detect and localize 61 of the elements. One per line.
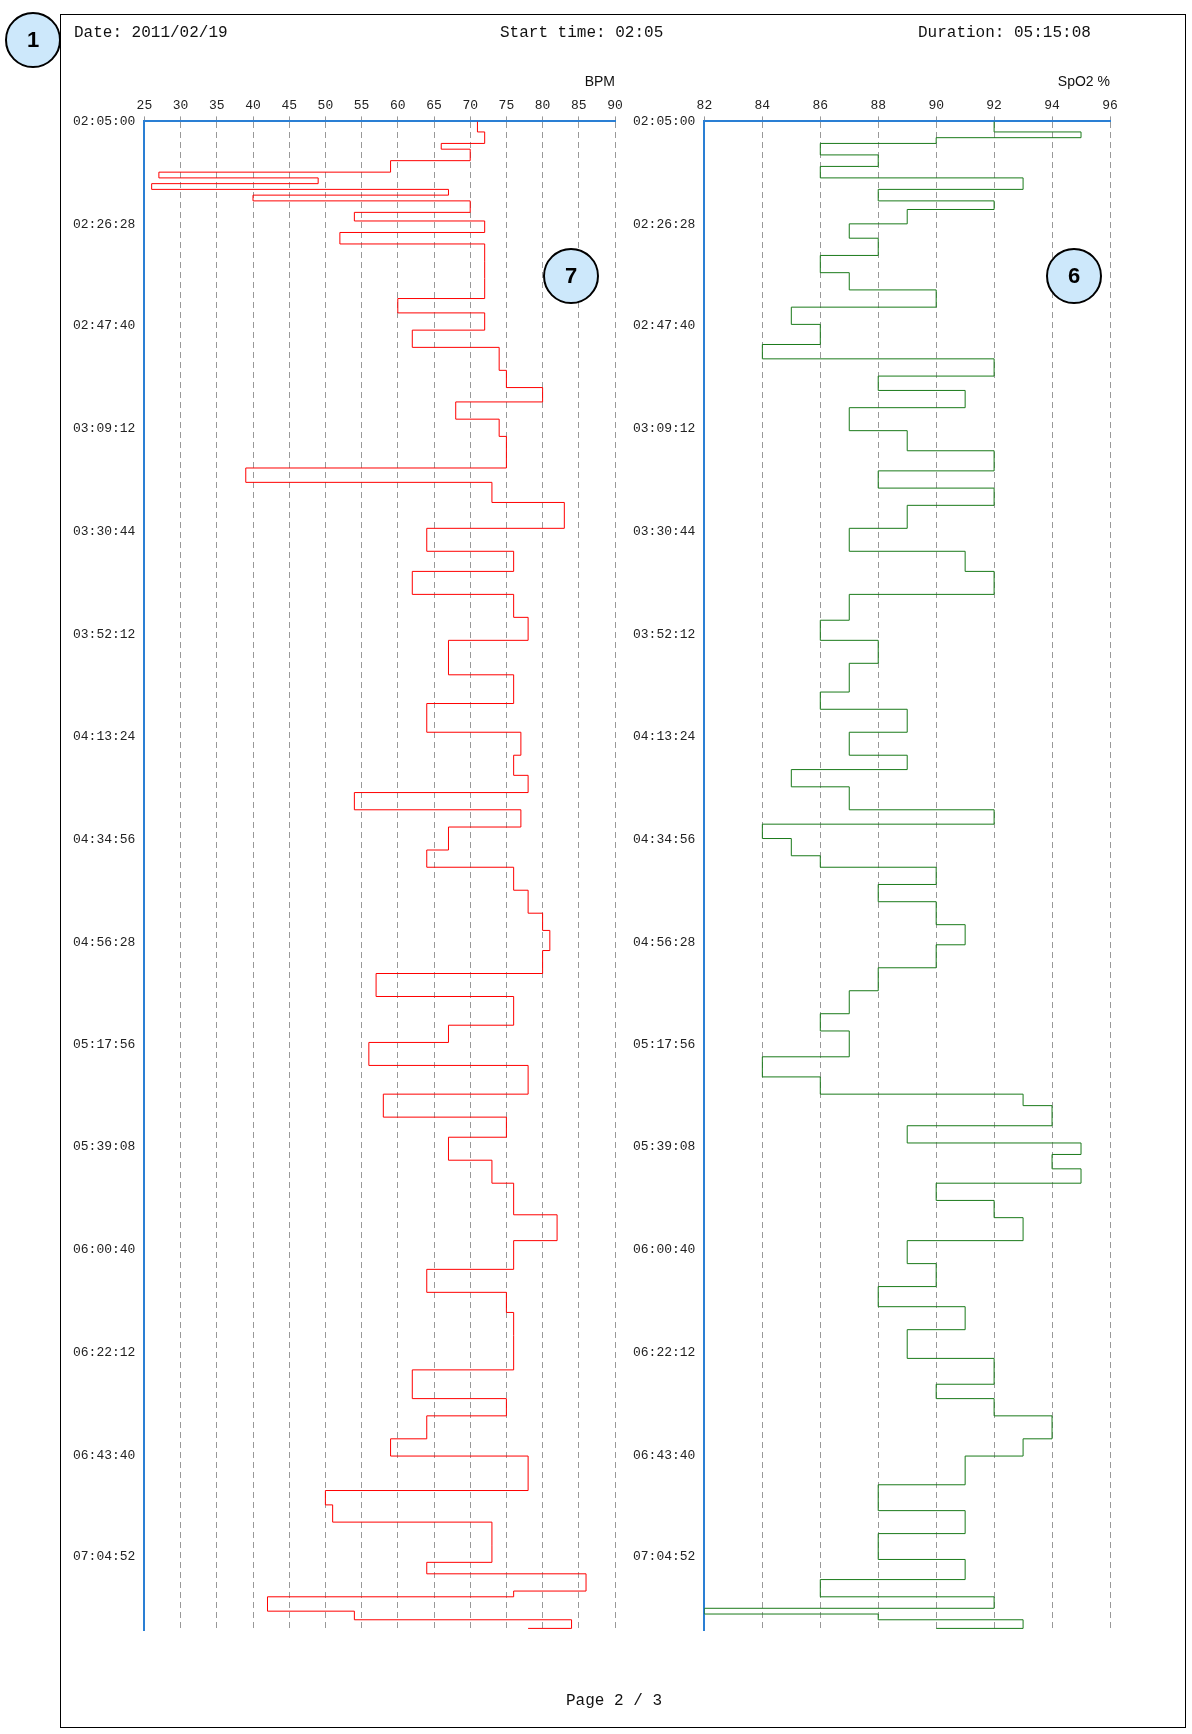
y-tick-label: 02:26:28 bbox=[632, 216, 696, 232]
y-tick-label: 05:17:56 bbox=[632, 1037, 696, 1053]
y-tick-label: 06:43:40 bbox=[72, 1447, 136, 1463]
text: 1 bbox=[5, 12, 61, 68]
x-tick-label: 50 bbox=[317, 98, 334, 114]
x-tick-label: 94 bbox=[1044, 98, 1061, 114]
x-tick-label: 85 bbox=[571, 98, 587, 114]
y-tick-label: 02:26:28 bbox=[72, 216, 136, 232]
y-tick-label: 05:39:08 bbox=[632, 1138, 696, 1154]
y-tick-label: 03:30:44 bbox=[632, 524, 696, 540]
x-tick-label: 65 bbox=[426, 98, 442, 114]
y-tick-label: 03:09:12 bbox=[632, 421, 696, 437]
annotation: 7 bbox=[543, 248, 599, 304]
y-tick-label: 03:52:12 bbox=[72, 627, 136, 643]
x-tick-label: 35 bbox=[209, 98, 225, 114]
y-tick-label: 06:22:12 bbox=[72, 1345, 136, 1361]
y-tick-label: 06:43:40 bbox=[632, 1447, 696, 1463]
y-axis-title: BPM bbox=[584, 73, 615, 90]
y-tick-label: 05:17:56 bbox=[72, 1037, 136, 1053]
y-tick-label: 05:39:08 bbox=[72, 1138, 136, 1154]
y-tick-label: 07:04:52 bbox=[72, 1549, 136, 1565]
x-tick-label: 92 bbox=[986, 98, 1002, 114]
text: Start time: 02:05 bbox=[500, 24, 664, 42]
y-tick-label: 03:52:12 bbox=[632, 627, 696, 643]
y-tick-label: 03:30:44 bbox=[72, 524, 136, 540]
x-tick-label: 25 bbox=[136, 98, 153, 114]
x-tick-label: 55 bbox=[353, 98, 370, 114]
y-axis-title: SpO2 % bbox=[1057, 73, 1110, 90]
x-tick-label: 80 bbox=[534, 98, 551, 114]
y-tick-label: 06:22:12 bbox=[632, 1345, 696, 1361]
x-tick-label: 60 bbox=[390, 98, 406, 114]
x-tick-label: 84 bbox=[754, 98, 771, 114]
x-tick-label: 88 bbox=[870, 98, 887, 114]
y-tick-label: 06:00:40 bbox=[632, 1242, 696, 1258]
text: Date: 2011/02/19 bbox=[74, 24, 228, 42]
x-tick-label: 75 bbox=[498, 98, 515, 114]
y-tick-label: 03:09:12 bbox=[72, 421, 136, 437]
text: Page 2 / 3 bbox=[566, 1692, 663, 1710]
y-tick-label: 04:34:56 bbox=[72, 831, 136, 847]
y-tick-label: 04:13:24 bbox=[632, 728, 696, 744]
y-tick-label: 04:56:28 bbox=[632, 934, 696, 950]
x-tick-label: 90 bbox=[607, 98, 623, 114]
y-tick-label: 02:47:40 bbox=[72, 318, 136, 334]
x-tick-label: 90 bbox=[928, 98, 944, 114]
x-tick-label: 82 bbox=[696, 98, 713, 114]
y-tick-label: 02:47:40 bbox=[632, 318, 696, 334]
y-tick-label: 07:04:52 bbox=[632, 1549, 696, 1565]
y-tick-label: 02:05:00 bbox=[632, 113, 696, 129]
x-tick-label: 45 bbox=[281, 98, 298, 114]
y-tick-label: 04:34:56 bbox=[632, 831, 696, 847]
x-tick-label: 30 bbox=[172, 98, 189, 114]
y-tick-label: 06:00:40 bbox=[72, 1242, 136, 1258]
x-tick-label: 70 bbox=[462, 98, 479, 114]
x-tick-label: 40 bbox=[245, 98, 261, 114]
x-tick-label: 86 bbox=[812, 98, 829, 114]
y-tick-label: 04:13:24 bbox=[72, 728, 136, 744]
y-tick-label: 04:56:28 bbox=[72, 934, 136, 950]
y-tick-label: 02:05:00 bbox=[72, 113, 136, 129]
x-tick-label: 96 bbox=[1102, 98, 1118, 114]
annotation: 6 bbox=[1046, 248, 1102, 304]
text: Duration: 05:15:08 bbox=[918, 24, 1091, 42]
